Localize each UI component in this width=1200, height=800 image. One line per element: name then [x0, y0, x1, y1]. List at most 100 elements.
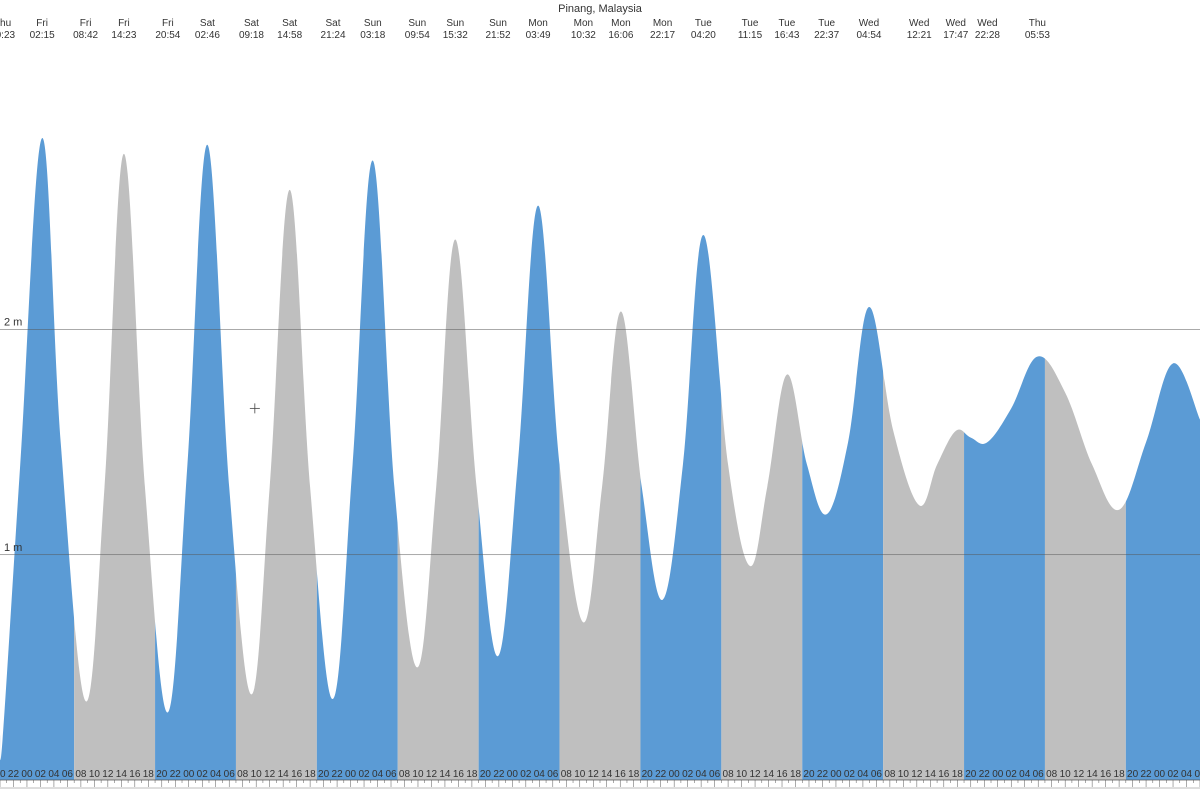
x-axis-hour-label: 10 [898, 769, 910, 780]
x-axis-hour-label: 08 [1046, 769, 1058, 780]
x-axis-hour-label: 20 [480, 769, 492, 780]
top-day-label: Fri [118, 18, 130, 29]
x-axis-hour-label: 14 [601, 769, 613, 780]
top-time-label: 09:54 [405, 30, 430, 41]
x-axis-hour-label: 06 [709, 769, 721, 780]
y-axis-label: 1 m [4, 542, 22, 554]
x-axis-hour-label: 06 [385, 769, 397, 780]
x-axis-hour-label: 04 [210, 769, 222, 780]
top-time-label: 09:18 [239, 30, 264, 41]
top-time-label: 04:20 [691, 30, 716, 41]
x-axis-hour-label: 10 [1060, 769, 1072, 780]
x-axis-hour-label: 00 [992, 769, 1004, 780]
x-axis-hour-label: 02 [844, 769, 856, 780]
x-axis-hour-label: 18 [628, 769, 640, 780]
top-time-label: 11:15 [738, 30, 763, 41]
top-time-label: 22:37 [814, 30, 839, 41]
x-axis-hour-label: 18 [466, 769, 478, 780]
x-axis-hour-label: 16 [938, 769, 950, 780]
x-axis-hour-label: 04 [372, 769, 384, 780]
x-axis-hour-label: 22 [170, 769, 182, 780]
x-axis-hour-label: 16 [453, 769, 465, 780]
top-time-label: 21:24 [321, 30, 346, 41]
top-day-label: Fri [162, 18, 174, 29]
top-day-label: Mon [653, 18, 672, 29]
top-day-label: Mon [574, 18, 593, 29]
x-axis-hour-label: 00 [345, 769, 357, 780]
top-day-label: Fri [36, 18, 48, 29]
x-axis-hour-label: 20 [0, 769, 6, 780]
x-axis-hour-label: 16 [291, 769, 303, 780]
x-axis-hour-label: 16 [615, 769, 627, 780]
x-axis-hour-label: 12 [1073, 769, 1085, 780]
top-time-label: 16:06 [608, 30, 633, 41]
top-day-label: Sun [489, 18, 507, 29]
x-axis-hour-label: 12 [588, 769, 600, 780]
x-axis-hour-label: 20 [1127, 769, 1139, 780]
x-axis-hour-label: 02 [1006, 769, 1018, 780]
top-day-label: Thu [1029, 18, 1046, 29]
x-axis-hour-label: 08 [884, 769, 896, 780]
x-axis-hour-label: 22 [817, 769, 829, 780]
x-axis-hour-label: 00 [669, 769, 681, 780]
x-axis-hour-label: 08 [75, 769, 87, 780]
top-day-label: Wed [859, 18, 879, 29]
x-axis-hour-label: 00 [507, 769, 519, 780]
top-day-label: Sun [364, 18, 382, 29]
x-axis-hour-label: 04 [48, 769, 60, 780]
top-time-label: 10:32 [571, 30, 596, 41]
x-axis-hour-label: 02 [197, 769, 209, 780]
x-axis-hour-label: 02 [1167, 769, 1179, 780]
top-time-label: 14:58 [277, 30, 302, 41]
top-day-label: Tue [742, 18, 759, 29]
x-axis-hour-label: 16 [1100, 769, 1112, 780]
x-axis-hour-label: 04 [534, 769, 546, 780]
x-axis-hour-label: 00 [21, 769, 33, 780]
x-axis-hour-label: 14 [439, 769, 451, 780]
top-time-label: 03:18 [360, 30, 385, 41]
x-axis-hour-label: 06 [547, 769, 559, 780]
top-day-label: Tue [695, 18, 712, 29]
top-time-label: 14:23 [111, 30, 136, 41]
x-axis-hour-label: 04 [696, 769, 708, 780]
x-axis-hour-label: 02 [35, 769, 47, 780]
top-day-label: Sun [446, 18, 464, 29]
x-axis-hour-label: 04 [1181, 769, 1193, 780]
x-axis-hour-label: 14 [278, 769, 290, 780]
top-day-label: Tue [818, 18, 835, 29]
x-axis-hour-label: 08 [399, 769, 411, 780]
top-time-label: 04:54 [856, 30, 881, 41]
x-axis-hour-label: 00 [1154, 769, 1166, 780]
x-axis-hour-label: 10 [89, 769, 101, 780]
top-time-label: 22:17 [650, 30, 675, 41]
x-axis-hour-label: 18 [790, 769, 802, 780]
x-axis-hour-label: 22 [1141, 769, 1153, 780]
top-time-label: 20:23 [0, 30, 16, 41]
x-axis-hour-label: 14 [116, 769, 128, 780]
x-axis-hour-label: 20 [642, 769, 654, 780]
x-axis-hour-label: 10 [251, 769, 263, 780]
x-axis-hour-label: 06 [1033, 769, 1045, 780]
x-axis-hour-label: 14 [763, 769, 775, 780]
x-axis-hour-label: 18 [143, 769, 155, 780]
top-time-label: 21:52 [485, 30, 510, 41]
x-axis-hour-label: 20 [156, 769, 168, 780]
x-axis-hour-label: 12 [102, 769, 114, 780]
x-axis-hour-label: 18 [952, 769, 964, 780]
x-axis-hour-label: 22 [655, 769, 667, 780]
top-time-label: 22:28 [975, 30, 1000, 41]
top-day-label: Sat [282, 18, 297, 29]
x-axis-hour-label: 08 [561, 769, 573, 780]
x-axis-hour-label: 10 [412, 769, 424, 780]
top-day-label: Fri [80, 18, 92, 29]
top-day-label: Sat [244, 18, 259, 29]
top-time-label: 20:54 [155, 30, 180, 41]
chart-title: Pinang, Malaysia [558, 3, 643, 15]
x-axis-hour-label: 20 [803, 769, 815, 780]
top-time-label: 03:49 [526, 30, 551, 41]
top-time-label: 02:46 [195, 30, 220, 41]
top-time-label: 15:32 [443, 30, 468, 41]
tide-chart: 1 m2 mPinang, MalaysiaThu20:23Fri02:15Fr… [0, 0, 1200, 800]
x-axis-hour-label: 20 [965, 769, 977, 780]
x-axis-hour-label: 16 [129, 769, 141, 780]
